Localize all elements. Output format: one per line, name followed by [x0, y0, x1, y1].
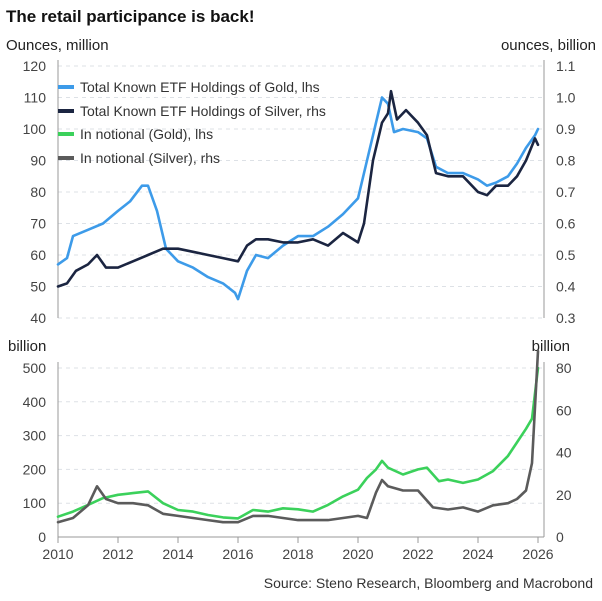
y-tick-left: 0	[38, 529, 46, 545]
y-tick-right: 40	[556, 445, 572, 461]
x-tick-label: 2010	[42, 546, 73, 562]
y-tick-right: 0.6	[556, 216, 576, 232]
y-tick-left: 60	[30, 247, 46, 263]
y-tick-left: 100	[23, 495, 47, 511]
y-tick-left: 120	[23, 58, 47, 74]
y-tick-right: 0.3	[556, 310, 576, 326]
y-tick-right: 0	[556, 529, 564, 545]
legend: Total Known ETF Holdings of Gold, lhs To…	[58, 79, 326, 166]
legend-label-gold-holdings: Total Known ETF Holdings of Gold, lhs	[80, 79, 320, 95]
y-tick-right: 1.0	[556, 90, 576, 106]
y-tick-left: 110	[24, 90, 47, 106]
x-tick-label: 2024	[462, 546, 493, 562]
notional-panel: 0 100 200 300 400 500 0 20 40 60 80 2010 2012 2014 201…	[23, 349, 572, 562]
y-tick-right: 0.9	[556, 121, 576, 137]
bottom-left-axis-unit: billion	[8, 338, 46, 355]
x-tick-label: 2020	[342, 546, 373, 562]
y-tick-left: 200	[23, 461, 47, 477]
x-tick-label: 2018	[282, 546, 313, 562]
y-tick-left: 80	[30, 184, 46, 200]
legend-label-gold-notional: In notional (Gold), lhs	[80, 126, 213, 142]
y-tick-right: 80	[556, 360, 572, 376]
x-tick-label: 2026	[522, 546, 553, 562]
chart-title: The retail participance is back!	[6, 7, 254, 26]
y-tick-right: 20	[556, 487, 572, 503]
x-tick-label: 2014	[162, 546, 193, 562]
y-tick-right: 60	[556, 402, 572, 418]
y-tick-left: 500	[23, 360, 47, 376]
legend-label-silver-holdings: Total Known ETF Holdings of Silver, rhs	[80, 103, 326, 119]
top-right-axis-unit: ounces, billion	[501, 37, 596, 54]
series-line-gold-holdings	[56, 96, 540, 301]
series-line-gold-notional	[56, 366, 540, 520]
holdings-panel: 40 50 60 70 80 90 100 110 120 0.3 0.4 0.5 0.6 0.7 0.8 0…	[23, 58, 576, 326]
series-line-silver-holdings	[56, 89, 540, 288]
y-tick-right: 0.4	[556, 279, 576, 295]
y-tick-right: 0.5	[556, 247, 576, 263]
y-tick-left: 90	[30, 153, 46, 169]
x-tick-label: 2012	[102, 546, 133, 562]
top-left-axis-unit: Ounces, million	[6, 37, 109, 54]
y-tick-right: 0.7	[556, 184, 576, 200]
x-tick-label: 2022	[402, 546, 433, 562]
y-tick-right: 0.8	[556, 153, 576, 169]
y-tick-right: 1.1	[556, 58, 576, 74]
x-tick-label: 2016	[222, 546, 253, 562]
source-note: Source: Steno Research, Bloomberg and Ma…	[264, 575, 593, 591]
bottom-right-axis-unit: billion	[532, 338, 570, 355]
y-tick-left: 300	[23, 428, 47, 444]
y-tick-left: 400	[23, 394, 47, 410]
series-line-silver-notional	[56, 349, 540, 524]
legend-label-silver-notional: In notional (Silver), rhs	[80, 150, 220, 166]
y-tick-left: 40	[30, 310, 46, 326]
y-tick-left: 50	[30, 279, 46, 295]
y-tick-left: 100	[23, 121, 47, 137]
y-tick-left: 70	[30, 216, 46, 232]
